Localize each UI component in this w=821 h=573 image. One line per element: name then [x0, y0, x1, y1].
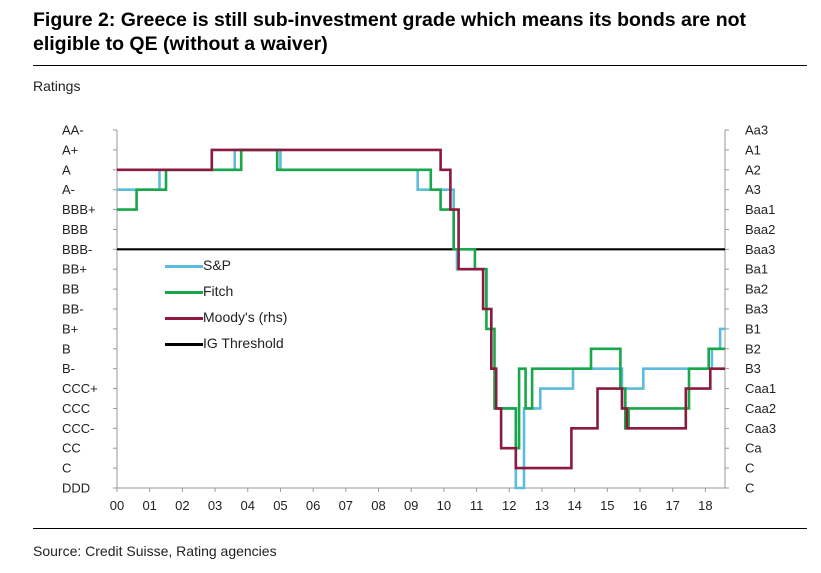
left-tick-label: A — [62, 162, 71, 177]
x-tick-label: 11 — [470, 498, 484, 513]
legend-item-threshold: IG Threshold — [165, 334, 365, 354]
left-axis-ticks: AA-A+AA-BBB+BBBBBB-BB+BBBB-B+BB-CCC+CCCC… — [62, 123, 117, 496]
left-tick-label: BB+ — [62, 262, 87, 277]
x-tick-label: 09 — [404, 498, 418, 513]
x-tick-label: 04 — [241, 498, 255, 513]
legend-swatch-threshold — [165, 343, 203, 346]
x-tick-label: 16 — [633, 498, 647, 513]
x-axis-ticks: 00 01 02 03 04 05 06 07 08 09 10 11 12 13 14 15 16 17 18 — [110, 488, 713, 513]
left-tick-label: CCC- — [62, 421, 95, 436]
left-tick-label: BB — [62, 282, 79, 297]
left-tick-label: A- — [62, 182, 75, 197]
legend-item-fitch: Fitch — [165, 282, 365, 302]
right-tick-label: Aa3 — [745, 123, 768, 138]
x-tick-label: 14 — [567, 498, 581, 513]
x-tick-label: 15 — [600, 498, 614, 513]
right-tick-label: B3 — [745, 361, 761, 376]
right-axis-ticks: Aa3 A1 A2 A3 Baa1 Baa2 Baa3 Ba1 Ba2 Ba3 B1 B2 B3 Caa1… — [725, 123, 776, 496]
legend-label-sp: S&P — [203, 257, 232, 273]
x-tick-label: 00 — [110, 498, 124, 513]
left-tick-label: AA- — [62, 123, 84, 138]
x-tick-label: 10 — [437, 498, 451, 513]
y-axis-caption: Ratings — [33, 78, 81, 94]
x-tick-label: 03 — [208, 498, 222, 513]
right-tick-label: C — [745, 481, 754, 496]
x-tick-label: 12 — [502, 498, 516, 513]
legend-label-threshold: IG Threshold — [203, 335, 284, 351]
x-tick-label: 13 — [535, 498, 549, 513]
series-line-moodys — [117, 148, 725, 470]
source-note: Source: Credit Suisse, Rating agencies — [33, 543, 277, 559]
right-tick-label: Ba2 — [745, 282, 768, 297]
right-tick-label: Baa3 — [745, 242, 775, 257]
left-tick-label: C — [62, 461, 71, 476]
legend-swatch-sp — [165, 265, 203, 268]
left-tick-label: BBB- — [62, 242, 92, 257]
right-tick-label: Caa2 — [745, 401, 776, 416]
right-tick-label: Caa3 — [745, 421, 776, 436]
left-tick-label: B — [62, 341, 71, 356]
right-tick-label: Ba3 — [745, 302, 768, 317]
source-rule — [33, 528, 807, 529]
legend-swatch-moodys — [165, 317, 203, 320]
right-tick-label: A1 — [745, 142, 761, 157]
right-tick-label: Baa1 — [745, 202, 775, 217]
right-tick-label: Ca — [745, 441, 762, 456]
left-tick-label: BBB — [62, 222, 88, 237]
x-tick-label: 02 — [175, 498, 189, 513]
right-tick-label: B1 — [745, 321, 761, 336]
x-tick-label: 08 — [371, 498, 385, 513]
x-tick-label: 17 — [665, 498, 679, 513]
right-tick-label: B2 — [745, 341, 761, 356]
chart-series — [117, 148, 725, 490]
legend-item-moodys: Moody's (rhs) — [165, 308, 365, 328]
left-tick-label: DDD — [62, 481, 90, 496]
left-tick-label: CC — [62, 441, 81, 456]
left-tick-label: B- — [62, 361, 75, 376]
figure-title: Figure 2: Greece is still sub-investment… — [33, 9, 747, 55]
x-tick-label: 07 — [339, 498, 353, 513]
right-tick-label: Baa2 — [745, 222, 775, 237]
left-tick-label: CCC — [62, 401, 90, 416]
legend-item-sp: S&P — [165, 256, 365, 276]
left-tick-label: A+ — [62, 142, 78, 157]
x-tick-label: 06 — [306, 498, 320, 513]
legend-label-fitch: Fitch — [203, 283, 234, 299]
x-tick-label: 18 — [698, 498, 712, 513]
right-tick-label: Ba1 — [745, 262, 768, 277]
left-tick-label: CCC+ — [62, 381, 98, 396]
x-tick-label: 05 — [273, 498, 287, 513]
left-tick-label: BBB+ — [62, 202, 96, 217]
right-tick-label: A2 — [745, 162, 761, 177]
left-tick-label: B+ — [62, 321, 78, 336]
right-tick-label: C — [745, 461, 754, 476]
title-rule — [33, 65, 807, 66]
right-tick-label: Caa1 — [745, 381, 776, 396]
right-tick-label: A3 — [745, 182, 761, 197]
left-tick-label: BB- — [62, 302, 84, 317]
legend-swatch-fitch — [165, 291, 203, 294]
x-tick-label: 01 — [142, 498, 156, 513]
legend-label-moodys: Moody's (rhs) — [203, 309, 288, 325]
